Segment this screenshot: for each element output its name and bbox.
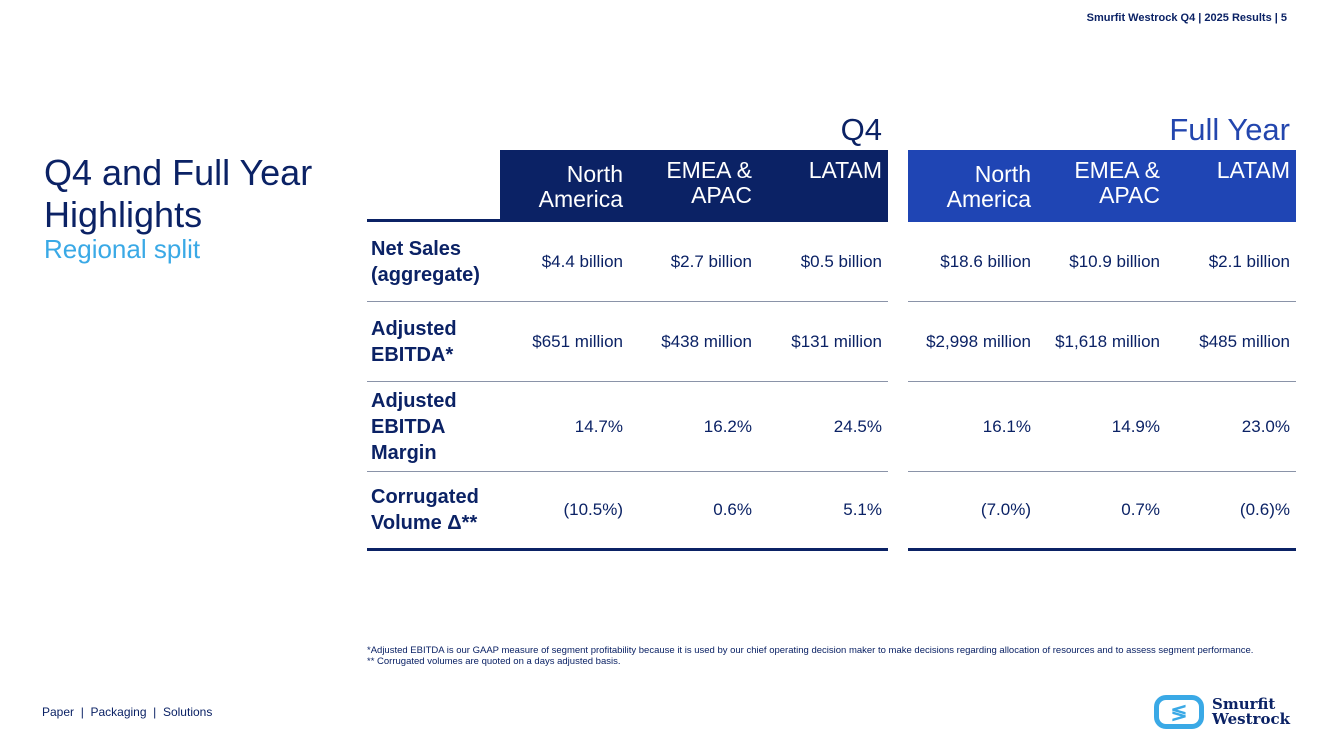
col-fy-latam: LATAM bbox=[1166, 150, 1296, 222]
cell-q4: $131 million bbox=[758, 302, 888, 382]
footnotes: *Adjusted EBITDA is our GAAP measure of … bbox=[367, 645, 1297, 667]
table-row: Net Sales (aggregate) $4.4 billion $2.7 bi… bbox=[367, 222, 1296, 302]
cell-q4: $2.7 billion bbox=[629, 222, 758, 302]
cell-fy: 23.0% bbox=[1166, 382, 1296, 472]
cell-fy: 14.9% bbox=[1037, 382, 1166, 472]
col-fy-north-america: North America bbox=[908, 150, 1037, 222]
col-q4-emea-apac: EMEA & APAC bbox=[629, 150, 758, 222]
table-header: North America EMEA & APAC LATAM North Am… bbox=[367, 150, 1296, 222]
col-q4-latam: LATAM bbox=[758, 150, 888, 222]
tagline: Paper | Packaging | Solutions bbox=[42, 705, 213, 719]
footnote: *Adjusted EBITDA is our GAAP measure of … bbox=[367, 645, 1254, 656]
cell-fy: $2,998 million bbox=[908, 302, 1037, 382]
group-title-q4: Q4 bbox=[840, 112, 882, 147]
cell-fy: $10.9 billion bbox=[1037, 222, 1166, 302]
cell-fy: $18.6 billion bbox=[908, 222, 1037, 302]
cell-fy: $2.1 billion bbox=[1166, 222, 1296, 302]
cell-fy: 16.1% bbox=[908, 382, 1037, 472]
cell-fy: (0.6)% bbox=[1166, 472, 1296, 551]
col-q4-north-america: North America bbox=[500, 150, 629, 222]
cell-q4: 5.1% bbox=[758, 472, 888, 551]
row-label: Corrugated Volume Δ** bbox=[367, 472, 500, 551]
cell-q4: (10.5%) bbox=[500, 472, 629, 551]
cell-q4: $651 million bbox=[500, 302, 629, 382]
slide-header: Smurfit Westrock Q4 | 2025 Results | 5 bbox=[1086, 12, 1287, 24]
table-row: Corrugated Volume Δ** (10.5%) 0.6% 5.1% (7.0… bbox=[367, 472, 1296, 551]
col-fy-emea-apac: EMEA & APAC bbox=[1037, 150, 1166, 222]
company-logo: ≶ Smurfit Westrock bbox=[1154, 695, 1290, 729]
logo-mark-icon: ≶ bbox=[1154, 695, 1204, 729]
row-label: Adjusted EBITDA Margin bbox=[367, 382, 500, 472]
row-label: Adjusted EBITDA* bbox=[367, 302, 500, 382]
cell-fy: (7.0%) bbox=[908, 472, 1037, 551]
slide-subtitle: Regional split bbox=[44, 234, 201, 264]
cell-q4: $438 million bbox=[629, 302, 758, 382]
cell-q4: 14.7% bbox=[500, 382, 629, 472]
slide-title: Q4 and Full Year Highlights bbox=[44, 152, 313, 235]
row-label: Net Sales (aggregate) bbox=[367, 222, 500, 302]
cell-q4: 24.5% bbox=[758, 382, 888, 472]
cell-q4: $0.5 billion bbox=[758, 222, 888, 302]
group-title-full-year: Full Year bbox=[1169, 112, 1290, 147]
cell-fy: $485 million bbox=[1166, 302, 1296, 382]
cell-q4: 0.6% bbox=[629, 472, 758, 551]
cell-fy: 0.7% bbox=[1037, 472, 1166, 551]
table-row: Adjusted EBITDA* $651 million $438 million… bbox=[367, 302, 1296, 382]
table-row: Adjusted EBITDA Margin 14.7% 16.2% 24.5% 16.… bbox=[367, 382, 1296, 472]
cell-q4: 16.2% bbox=[629, 382, 758, 472]
cell-q4: $4.4 billion bbox=[500, 222, 629, 302]
footnote: ** Corrugated volumes are quoted on a da… bbox=[367, 656, 621, 667]
cell-fy: $1,618 million bbox=[1037, 302, 1166, 382]
